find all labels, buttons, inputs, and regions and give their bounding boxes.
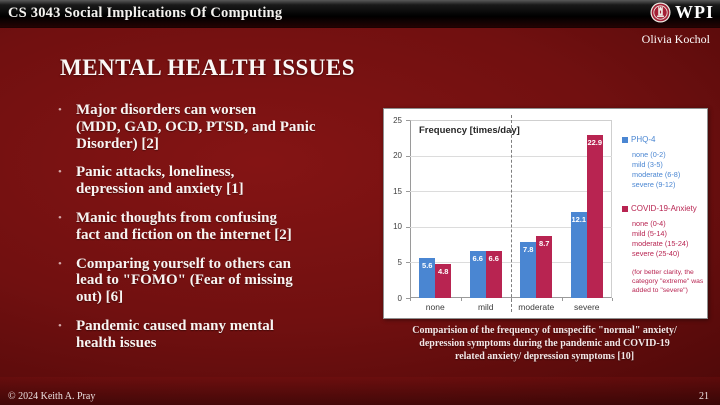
legend-scale-items: none (0-2) mild (3-5) moderate (6-8) severe… (632, 150, 707, 190)
legend-scale-item: mild (5-14) (632, 229, 667, 238)
legend-swatch-icon (622, 205, 628, 212)
bullet-text: Major disorders can worsen (MDD, GAD, OC… (76, 102, 316, 152)
list-item: • Comparing yourself to others can lead t… (58, 256, 363, 306)
bar-value-label: 7.8 (523, 245, 534, 255)
x-axis-tick (561, 298, 563, 301)
bullet-icon: • (58, 166, 62, 179)
legend-swatch-icon (622, 136, 628, 143)
bar-phq-4-mild: 6.6 (469, 251, 486, 298)
bar-value-label: 6.6 (488, 254, 499, 263)
bar-phq-4-moderate: 7.8 (520, 242, 537, 298)
bar-value-label: 12.1 (571, 214, 587, 224)
wpi-logo-text: WPI (675, 2, 714, 22)
legend-series-name: PHQ-4 (631, 135, 656, 144)
bar-value-label: 5.6 (422, 261, 433, 271)
legend-series-covid: COVID-19-Anxiety (622, 204, 707, 213)
y-axis-tick (406, 155, 410, 157)
bar-covid-19-anxiety-mild: 6.6 (485, 251, 502, 298)
legend-scale-item: severe (9-12) (632, 180, 676, 189)
legend-scale-item: moderate (15-24) (632, 239, 689, 248)
category-separator-line (511, 115, 512, 312)
bar-value-label: 4.8 (438, 266, 449, 276)
chart-panel: 0 5 10 15 20 25 5.6 4.8 none 6.6 6.6 mild 7.8 8.7 mode… (383, 108, 708, 319)
bar-phq-4-none: 5.6 (419, 258, 436, 298)
y-axis-tick (406, 120, 410, 121)
page-number: 21 (699, 391, 709, 402)
y-tick-label: 20 (393, 151, 402, 161)
bullet-icon: • (58, 211, 62, 224)
y-tick-label: 10 (393, 222, 402, 232)
header-bar: CS 3043 Social Implications Of Computing… (0, 0, 720, 28)
legend-scale-item: moderate (6-8) (632, 170, 681, 179)
bullet-text: Pandemic caused many mental health issue… (76, 317, 274, 351)
list-item: • Major disorders can worsen (MDD, GAD, O… (58, 102, 363, 152)
legend-scale-item: mild (3-5) (632, 160, 663, 169)
x-category-label: moderate (518, 302, 555, 312)
x-category-label: mild (477, 302, 494, 312)
bar-covid-19-anxiety-severe: 22.9 (586, 134, 603, 298)
wpi-seal-icon (650, 2, 671, 23)
copyright-text: © 2024 Keith A. Pray (8, 391, 96, 402)
y-tick-label: 15 (393, 186, 402, 196)
y-axis-tick (406, 191, 410, 193)
chart-caption: Comparision of the frequency of unspecif… (412, 325, 677, 362)
x-axis-tick (410, 298, 411, 301)
y-axis-tick (406, 226, 410, 228)
list-item: • Panic attacks, loneliness, depression a… (58, 164, 363, 198)
author-name: Olivia Kochol (641, 32, 710, 46)
chart-legend: PHQ-4 none (0-2) mild (3-5) moderate (6-8) s… (622, 131, 707, 296)
wpi-logo: WPI (650, 2, 714, 23)
legend-series-phq4: PHQ-4 (622, 135, 707, 144)
x-axis-tick (460, 298, 462, 301)
bullet-icon: • (58, 319, 62, 332)
x-category-label: severe (573, 302, 600, 312)
legend-series-name: COVID-19-Anxiety (631, 204, 697, 213)
y-tick-label: 5 (397, 257, 402, 267)
bar-covid-19-anxiety-moderate: 8.7 (536, 236, 553, 298)
footer: © 2024 Keith A. Pray 21 (0, 377, 720, 405)
y-tick-label: 25 (393, 115, 402, 125)
bullet-icon: • (58, 257, 62, 270)
legend-scale-item: none (0-2) (632, 150, 666, 159)
y-axis-tick (406, 298, 410, 299)
bullet-text: Comparing yourself to others can lead to… (76, 255, 293, 306)
bullet-text: Panic attacks, loneliness, depression an… (76, 164, 244, 198)
legend-note: (for better clarity, the category "extre… (632, 269, 704, 295)
list-item: • Manic thoughts from confusing fact and … (58, 210, 363, 244)
bar-value-label: 8.7 (539, 239, 550, 249)
x-axis-tick (612, 298, 613, 301)
x-category-label: none (425, 302, 445, 312)
page-title: MENTAL HEALTH ISSUES (60, 55, 356, 80)
y-axis-title: Frequency [times/day] (419, 125, 520, 136)
bullet-text: Manic thoughts from confusing fact and f… (76, 209, 292, 243)
bar-value-label: 6.6 (472, 254, 483, 263)
bullet-icon: • (58, 104, 62, 116)
bar-phq-4-severe: 12.1 (570, 211, 587, 298)
bar-covid-19-anxiety-none: 4.8 (435, 263, 452, 298)
y-axis-tick (406, 262, 410, 264)
y-tick-label: 0 (397, 293, 402, 303)
course-title: CS 3043 Social Implications Of Computing (8, 5, 283, 21)
list-item: • Pandemic caused many mental health issu… (58, 318, 363, 352)
legend-scale-item: none (0-4) (632, 219, 666, 228)
bullet-list: • Major disorders can worsen (MDD, GAD, O… (58, 102, 363, 364)
legend-scale-items: none (0-4) mild (5-14) moderate (15-24) sev… (632, 219, 707, 259)
bar-value-label: 22.9 (587, 137, 603, 147)
legend-scale-item: severe (25-40) (632, 249, 680, 258)
